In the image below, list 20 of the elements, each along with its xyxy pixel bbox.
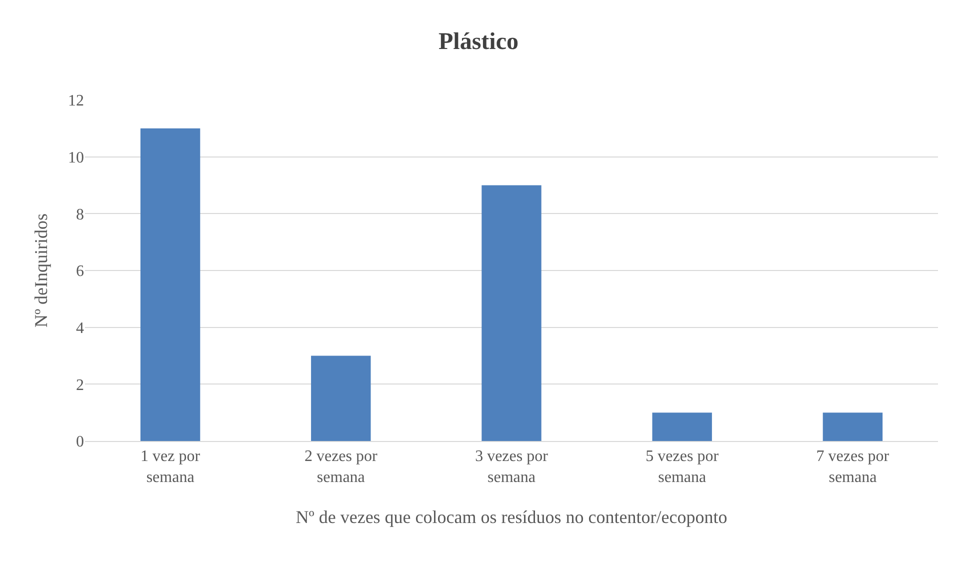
- x-tick-label: 5 vezes por semana: [646, 448, 720, 486]
- y-tick-label: 0: [76, 434, 84, 451]
- bar: [822, 412, 883, 441]
- y-axis-title: Nº deInquiridos: [31, 213, 52, 328]
- x-tick-label: 3 vezes por semana: [475, 448, 549, 486]
- y-tick-label: 4: [76, 320, 84, 337]
- y-tick-label: 6: [76, 263, 84, 280]
- chart-title: Plástico: [438, 28, 518, 55]
- bar: [311, 356, 371, 441]
- y-tick-label: 12: [68, 92, 84, 110]
- x-axis-title: Nº de vezes que colocam os resíduos no contentor/ecoponto: [296, 507, 728, 528]
- x-tick-label: 1 vez por semana: [140, 448, 201, 486]
- bar: [482, 185, 542, 441]
- bar: [652, 412, 712, 441]
- x-tick-label: 7 vezes por semana: [816, 448, 890, 486]
- x-tick-label: 2 vezes por semana: [304, 448, 378, 486]
- bar: [140, 128, 200, 441]
- y-tick-label: 8: [76, 206, 84, 224]
- y-tick-label: 10: [68, 149, 84, 166]
- y-tick-label: 2: [76, 376, 84, 394]
